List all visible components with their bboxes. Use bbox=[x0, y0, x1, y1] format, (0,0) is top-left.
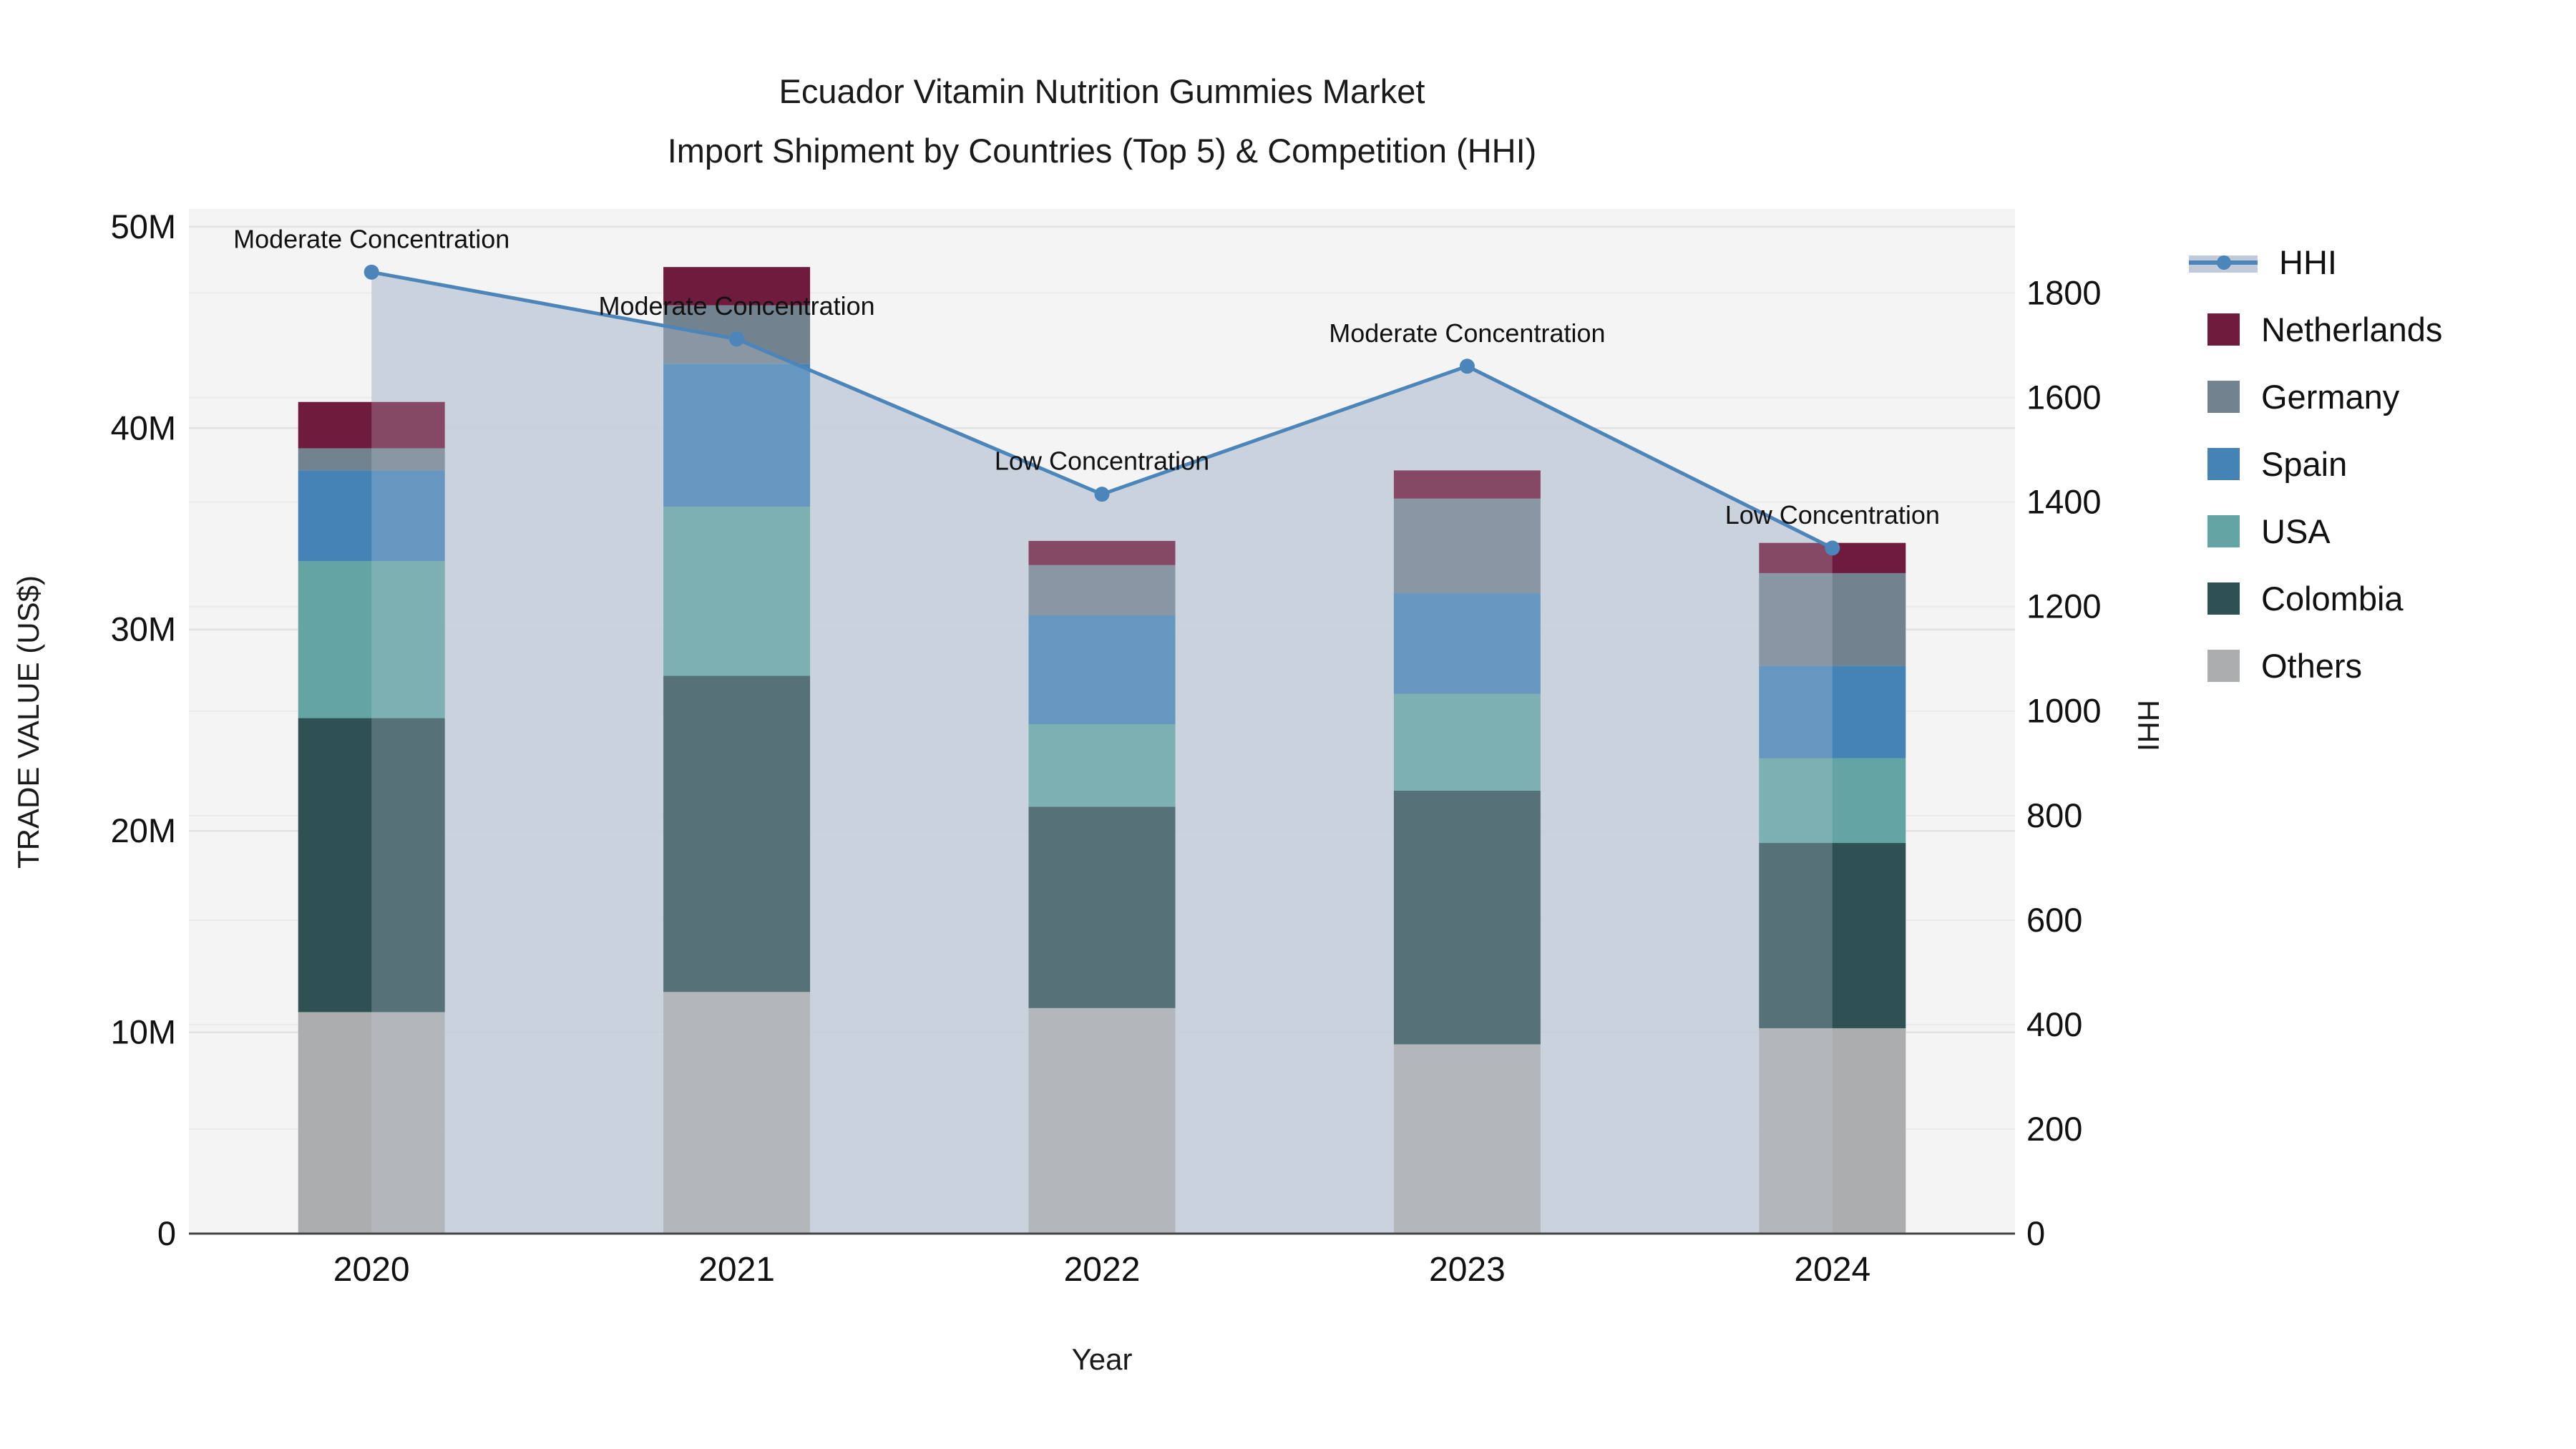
y-right-tick-label: 1000 bbox=[2026, 692, 2102, 730]
bar-segment-usa-2024[interactable] bbox=[1759, 758, 1906, 844]
bar-segment-others-2024[interactable] bbox=[1759, 1028, 1906, 1234]
legend: HHI Netherlands Germany Spain USA Colombia Oth… bbox=[2189, 243, 2442, 717]
hhi-marker-2023[interactable] bbox=[1459, 358, 1475, 374]
annotation-2021: Moderate Concentration bbox=[598, 291, 874, 321]
bar-segment-others-2020[interactable] bbox=[298, 1012, 445, 1234]
bar-segment-usa-2020[interactable] bbox=[298, 561, 445, 718]
legend-label: Germany bbox=[2261, 377, 2400, 416]
annotation-2022: Low Concentration bbox=[995, 447, 1209, 476]
bar-segment-netherlands-2021[interactable] bbox=[663, 267, 811, 306]
bar-segment-spain-2024[interactable] bbox=[1759, 665, 1906, 758]
bar-segment-spain-2023[interactable] bbox=[1393, 593, 1541, 694]
y-right-tick-label: 1800 bbox=[2026, 274, 2102, 312]
chart-title: Ecuador Vitamin Nutrition Gummies Market… bbox=[0, 62, 2204, 180]
x-tick-label-2020: 2020 bbox=[333, 1251, 410, 1289]
bar-segment-usa-2022[interactable] bbox=[1028, 724, 1176, 807]
legend-label: Colombia bbox=[2261, 579, 2404, 618]
bar-segment-usa-2021[interactable] bbox=[663, 507, 811, 676]
bar-segment-colombia-2021[interactable] bbox=[663, 675, 811, 992]
bar-segment-spain-2020[interactable] bbox=[298, 470, 445, 562]
y-right-tick-label: 1200 bbox=[2026, 587, 2102, 625]
bar-segment-spain-2021[interactable] bbox=[663, 364, 811, 507]
bar-segment-usa-2023[interactable] bbox=[1393, 693, 1541, 791]
legend-item-hhi[interactable]: HHI bbox=[2189, 243, 2442, 281]
bar-segment-others-2023[interactable] bbox=[1393, 1044, 1541, 1234]
bar-segment-colombia-2022[interactable] bbox=[1028, 806, 1176, 1008]
annotation-2023: Moderate Concentration bbox=[1329, 318, 1605, 348]
annotation-2020: Moderate Concentration bbox=[233, 224, 509, 253]
annotation-2024: Low Concentration bbox=[1725, 500, 1940, 530]
legend-swatch-usa bbox=[2207, 514, 2240, 547]
bar-segment-colombia-2023[interactable] bbox=[1393, 790, 1541, 1045]
chart-title-line2: Import Shipment by Countries (Top 5) & C… bbox=[667, 132, 1537, 170]
x-tick-label-2024: 2024 bbox=[1794, 1251, 1870, 1289]
bar-segment-others-2022[interactable] bbox=[1028, 1008, 1176, 1234]
bar-segment-germany-2020[interactable] bbox=[298, 448, 445, 471]
legend-item-germany[interactable]: Germany bbox=[2207, 378, 2442, 416]
bar-segment-spain-2022[interactable] bbox=[1028, 615, 1176, 724]
y-right-tick-label: 1400 bbox=[2026, 483, 2102, 521]
hhi-line-legend-icon bbox=[2189, 248, 2258, 275]
y-right-tick-label: 0 bbox=[2026, 1214, 2045, 1252]
legend-item-spain[interactable]: Spain bbox=[2207, 445, 2442, 483]
y-right-tick-label: 600 bbox=[2026, 901, 2082, 939]
y-left-tick-label: 40M bbox=[111, 409, 176, 447]
legend-label: Spain bbox=[2261, 444, 2348, 483]
legend-swatch-netherlands bbox=[2207, 313, 2240, 346]
legend-item-colombia[interactable]: Colombia bbox=[2207, 580, 2442, 618]
bar-segment-colombia-2024[interactable] bbox=[1759, 843, 1906, 1028]
y-left-tick-label: 50M bbox=[111, 208, 176, 245]
bar-segment-netherlands-2023[interactable] bbox=[1393, 470, 1541, 499]
y-right-tick-label: 400 bbox=[2026, 1005, 2082, 1043]
legend-label: Others bbox=[2261, 646, 2363, 685]
x-tick-label-2021: 2021 bbox=[698, 1251, 775, 1289]
legend-item-usa[interactable]: USA bbox=[2207, 512, 2442, 550]
legend-swatch-others bbox=[2207, 649, 2240, 682]
y-right-tick-label: 800 bbox=[2026, 796, 2082, 834]
legend-swatch-germany bbox=[2207, 380, 2240, 413]
chart-title-line1: Ecuador Vitamin Nutrition Gummies Market bbox=[779, 72, 1425, 110]
legend-item-others[interactable]: Others bbox=[2207, 647, 2442, 685]
y-left-tick-label: 20M bbox=[111, 811, 176, 849]
bar-segment-germany-2024[interactable] bbox=[1759, 572, 1906, 666]
bar-segment-germany-2022[interactable] bbox=[1028, 565, 1176, 616]
bar-segment-netherlands-2022[interactable] bbox=[1028, 540, 1176, 565]
x-tick-label-2023: 2023 bbox=[1429, 1251, 1506, 1289]
bar-segment-germany-2023[interactable] bbox=[1393, 498, 1541, 594]
bar-segment-others-2021[interactable] bbox=[663, 992, 811, 1234]
bar-segment-colombia-2020[interactable] bbox=[298, 718, 445, 1013]
y-left-tick-label: 0 bbox=[157, 1214, 176, 1252]
hhi-marker-2022[interactable] bbox=[1094, 487, 1110, 502]
y-right-tick-label: 1600 bbox=[2026, 379, 2102, 416]
x-axis-title: Year bbox=[1071, 1342, 1133, 1376]
legend-label: Netherlands bbox=[2261, 310, 2443, 348]
legend-swatch-colombia bbox=[2207, 582, 2240, 615]
legend-label: HHI bbox=[2279, 243, 2337, 281]
hhi-marker-2024[interactable] bbox=[1825, 540, 1840, 556]
legend-label: USA bbox=[2261, 512, 2331, 550]
y-left-tick-label: 30M bbox=[111, 610, 176, 648]
hhi-marker-2020[interactable] bbox=[364, 264, 379, 280]
legend-swatch-spain bbox=[2207, 447, 2240, 480]
bar-segment-netherlands-2020[interactable] bbox=[298, 401, 445, 449]
y-left-tick-label: 10M bbox=[111, 1013, 176, 1051]
legend-item-netherlands[interactable]: Netherlands bbox=[2207, 311, 2442, 348]
y-right-tick-label: 200 bbox=[2026, 1110, 2082, 1148]
x-tick-label-2022: 2022 bbox=[1064, 1251, 1141, 1289]
hhi-marker-2021[interactable] bbox=[729, 331, 745, 347]
